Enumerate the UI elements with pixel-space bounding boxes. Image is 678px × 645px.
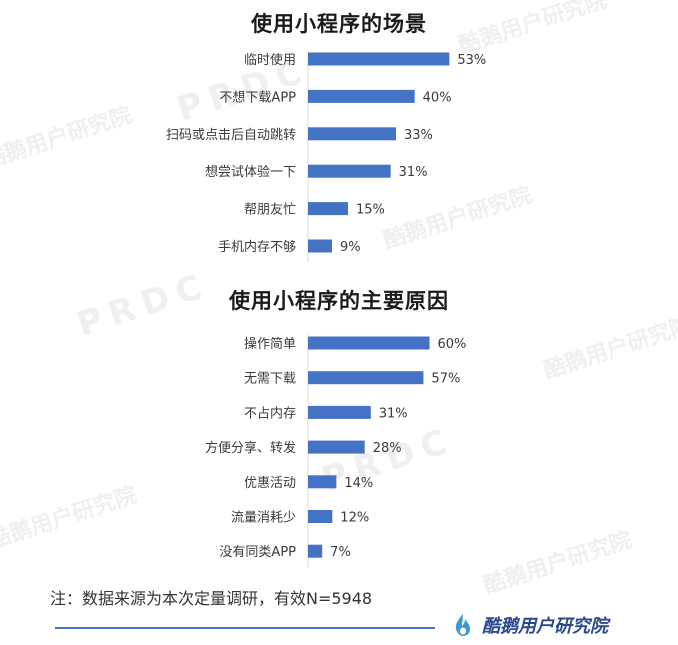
value-label: 14%: [344, 476, 373, 491]
bar: [308, 164, 391, 178]
value-label: 40%: [423, 90, 452, 105]
category-label: 手机内存不够: [218, 239, 296, 255]
category-label: 临时使用: [244, 52, 296, 68]
footer-brand-text: 酷鹅用户研究院: [482, 616, 608, 637]
bar-chart-reasons: 操作简单 60% 无需下载 57% 不占内存 31% 方便分享、转发 28% 优惠活动 14% 流量…: [205, 335, 467, 568]
value-label: 28%: [373, 441, 402, 456]
value-label: 60%: [438, 337, 467, 352]
bar: [308, 127, 396, 141]
penguin-flame-icon: [455, 614, 470, 636]
value-label: 31%: [399, 165, 428, 180]
footer-logo: 酷鹅用户研究院: [450, 612, 608, 638]
category-label: 方便分享、转发: [205, 440, 296, 456]
bar: [308, 475, 337, 489]
bar: [308, 371, 424, 385]
category-label: 不占内存: [244, 405, 296, 421]
value-label: 53%: [457, 53, 486, 68]
value-label: 9%: [340, 240, 361, 255]
category-label: 流量消耗少: [231, 511, 296, 526]
value-label: 33%: [404, 128, 433, 143]
value-label: 12%: [340, 511, 369, 526]
category-label: 不想下载APP: [219, 89, 296, 105]
value-label: 7%: [330, 545, 351, 560]
bar: [308, 544, 323, 558]
category-label: 无需下载: [244, 372, 296, 387]
category-label: 扫码或点击后自动跳转: [166, 128, 296, 143]
category-label: 没有同类APP: [219, 545, 296, 560]
bar: [308, 510, 333, 523]
bar: [308, 239, 332, 253]
category-label: 帮朋友忙: [244, 202, 296, 218]
bar: [308, 202, 348, 216]
category-label: 优惠活动: [244, 476, 296, 491]
bar: [308, 52, 450, 66]
bar-chart-scenarios: 临时使用 53% 不想下载APP 40% 扫码或点击后自动跳转 33% 想尝试体验一下 31%…: [166, 51, 486, 262]
value-label: 15%: [356, 203, 385, 218]
bar: [308, 440, 365, 454]
category-label: 想尝试体验一下: [205, 164, 296, 180]
value-label: 57%: [431, 372, 460, 387]
footer-divider: [55, 627, 435, 629]
chart-title-scenarios: 使用小程序的场景: [251, 12, 427, 36]
data-source-note: 注：数据来源为本次定量调研，有效N=5948: [50, 589, 373, 608]
bar: [308, 89, 415, 103]
bar: [308, 405, 371, 419]
value-label: 31%: [379, 406, 408, 421]
chart-title-reasons: 使用小程序的主要原因: [229, 289, 449, 313]
category-label: 操作简单: [244, 336, 296, 352]
bar: [308, 336, 430, 350]
